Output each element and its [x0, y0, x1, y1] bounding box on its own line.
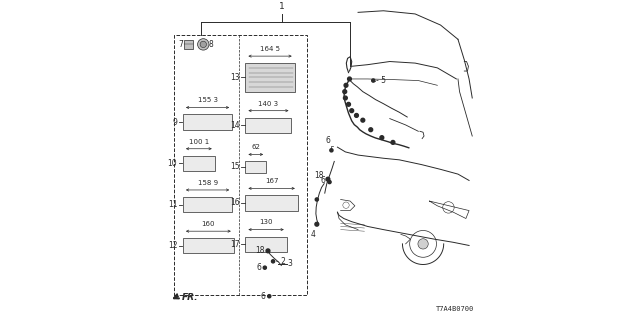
- Text: FR.: FR.: [182, 293, 198, 302]
- Circle shape: [330, 149, 333, 152]
- Circle shape: [344, 96, 348, 100]
- Circle shape: [316, 198, 319, 201]
- Text: 18: 18: [315, 171, 324, 180]
- Circle shape: [369, 128, 372, 132]
- Circle shape: [344, 84, 348, 87]
- Bar: [246, 118, 291, 133]
- Text: 158 9: 158 9: [198, 180, 218, 186]
- Text: 6: 6: [321, 176, 326, 185]
- Bar: [246, 161, 266, 172]
- Circle shape: [343, 90, 347, 93]
- Circle shape: [347, 102, 351, 106]
- Circle shape: [268, 295, 271, 298]
- Text: 155 3: 155 3: [198, 97, 218, 103]
- Circle shape: [271, 260, 275, 263]
- Text: 12: 12: [168, 241, 177, 250]
- Text: 18: 18: [255, 246, 265, 255]
- Text: 14: 14: [230, 121, 240, 130]
- Circle shape: [348, 77, 351, 81]
- Text: 6: 6: [260, 292, 266, 301]
- Text: 140 3: 140 3: [259, 100, 278, 107]
- Bar: [246, 236, 287, 252]
- Bar: [183, 115, 232, 130]
- Bar: [174, 35, 307, 295]
- Bar: [184, 40, 193, 49]
- Bar: [183, 238, 234, 253]
- Text: 1: 1: [279, 2, 285, 11]
- Text: 100 1: 100 1: [189, 139, 209, 145]
- Text: 62: 62: [252, 144, 260, 150]
- Text: 130: 130: [259, 220, 273, 226]
- Circle shape: [355, 114, 358, 117]
- Circle shape: [328, 180, 331, 184]
- Text: 17: 17: [230, 240, 240, 249]
- Text: 6: 6: [325, 136, 330, 145]
- Circle shape: [198, 39, 209, 50]
- Text: 9: 9: [172, 117, 177, 127]
- Circle shape: [326, 177, 330, 181]
- Circle shape: [372, 79, 375, 82]
- Text: 13: 13: [230, 73, 240, 82]
- Text: 3: 3: [287, 259, 292, 268]
- Text: 11: 11: [168, 200, 177, 209]
- Text: 4: 4: [310, 230, 316, 239]
- Text: 15: 15: [230, 163, 240, 172]
- Circle shape: [380, 136, 384, 140]
- Text: 164 5: 164 5: [260, 46, 280, 52]
- Circle shape: [200, 41, 207, 48]
- Circle shape: [391, 140, 395, 144]
- Circle shape: [350, 109, 354, 113]
- Circle shape: [361, 118, 365, 122]
- Text: 10: 10: [168, 159, 177, 168]
- Text: T7A4B0700: T7A4B0700: [436, 306, 474, 312]
- Text: 167: 167: [265, 178, 278, 184]
- Bar: [246, 195, 298, 211]
- Text: - 2: - 2: [276, 257, 286, 266]
- Text: - 5: - 5: [376, 76, 387, 85]
- Circle shape: [266, 249, 270, 253]
- Bar: [246, 63, 294, 92]
- Text: 7: 7: [178, 40, 183, 49]
- Bar: [183, 156, 214, 171]
- Text: 6: 6: [256, 263, 261, 272]
- Circle shape: [263, 266, 266, 269]
- Bar: [183, 197, 232, 212]
- Circle shape: [418, 239, 428, 249]
- Text: 160: 160: [202, 221, 215, 227]
- Circle shape: [315, 222, 319, 226]
- Text: 8: 8: [209, 40, 213, 49]
- Text: 16: 16: [230, 198, 240, 207]
